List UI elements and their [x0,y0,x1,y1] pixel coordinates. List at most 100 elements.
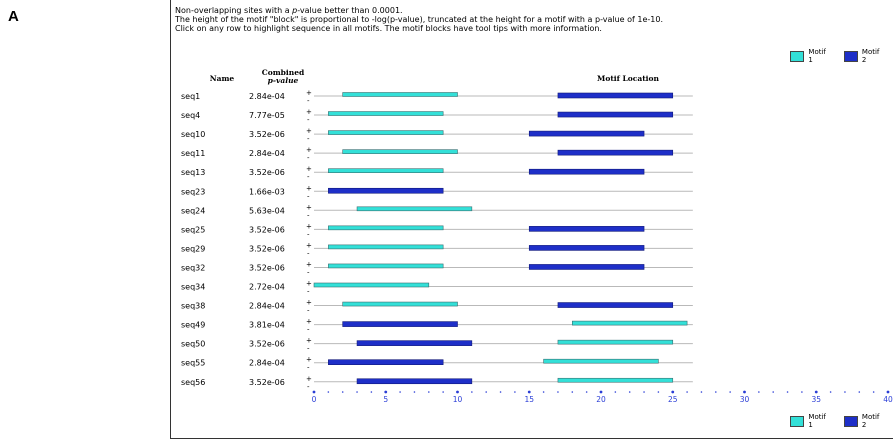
x-tick-minor [844,391,846,393]
sequence-row[interactable]: seq29 3.52e-06 +- [181,241,693,257]
motif-2-block[interactable] [557,111,674,118]
x-tick-minor [341,391,344,393]
motif-2-block[interactable] [557,149,674,156]
legend-swatch-motif-1 [790,415,805,427]
legend-swatch-motif-2 [843,50,858,62]
strand-minus: - [307,116,310,124]
sequence-row[interactable]: seq25 3.52e-06 +- [181,222,693,238]
sequence-name: seq34 [181,283,205,292]
motif-1-block[interactable] [571,320,688,326]
motif-1-block[interactable] [342,301,458,307]
sequence-name: seq23 [181,187,205,196]
header-combined: Combined [262,68,305,77]
sequence-row[interactable]: seq55 2.84e-04 +- [181,356,693,372]
motif-2-block[interactable] [328,187,444,194]
strand-plus: + [306,375,312,383]
strand-plus: + [306,337,312,345]
motif-2-block[interactable] [528,245,645,251]
x-tick-minor [428,391,430,393]
strand-minus: - [307,230,310,238]
notes: Non-overlapping sites with a p-value bet… [175,6,875,33]
sequence-name: seq50 [181,340,205,349]
x-tick-major [814,390,818,394]
motif-2-block[interactable] [328,359,444,366]
sequence-name: seq4 [181,111,200,120]
sequence-pvalue: 3.52e-06 [249,263,285,272]
x-tick-minor [657,391,660,393]
motif-1-block[interactable] [328,225,444,231]
x-tick-minor [442,391,444,393]
strand-minus: - [307,211,310,219]
strand-minus: - [307,135,310,143]
x-tick-minor [413,391,416,393]
strand-plus: + [306,318,312,326]
motif-2-block[interactable] [557,92,674,99]
motif-1-block[interactable] [543,358,659,364]
x-tick-label: 15 [524,395,534,404]
strand-minus: - [307,97,310,105]
x-tick-minor [772,391,774,393]
strand-plus: + [306,260,312,268]
motif-1-block[interactable] [328,244,444,250]
x-tick-minor [571,391,574,393]
x-tick-major [527,390,531,394]
sequence-row[interactable]: seq56 3.52e-06 +- [181,375,693,391]
sequence-row[interactable]: seq10 3.52e-06 +- [181,127,693,143]
motif-1-block[interactable] [328,111,444,116]
x-tick-minor [542,391,545,393]
x-tick-major [743,390,746,394]
sequence-name: seq1 [181,92,200,101]
legend-label-motif-2: Motif 2 [861,413,880,429]
motif-1-block[interactable] [342,149,458,154]
legend-label-motif-1: Motif 1 [808,413,826,429]
sequence-row[interactable]: seq4 7.77e-05 +- [181,108,693,124]
motif-1-block[interactable] [557,377,674,383]
motif-2-block[interactable] [528,226,645,232]
sequence-row[interactable]: seq49 3.81e-04 +- [181,318,693,334]
x-tick-minor [686,391,688,393]
sequence-name: seq49 [181,321,205,330]
x-tick-minor [499,391,502,393]
sequence-pvalue: 2.84e-04 [249,92,285,101]
motif-1-block[interactable] [328,168,444,173]
motif-2-block[interactable] [528,130,645,137]
motif-1-block[interactable] [356,206,473,212]
sequence-row[interactable]: seq38 2.84e-04 +- [181,299,693,315]
sequence-pvalue: 3.52e-06 [249,130,285,139]
motif-2-block[interactable] [528,168,645,175]
motif-2-block[interactable] [342,321,458,327]
motif-1-block[interactable] [342,92,458,97]
motif-2-block[interactable] [356,340,473,346]
note-line-1-post: -value better than 0.0001. [297,6,403,15]
sequence-row[interactable]: seq11 2.84e-04 +- [181,146,693,162]
sequence-name: seq11 [181,149,205,158]
x-tick-minor [700,391,703,393]
motif-1-block[interactable] [557,339,674,345]
sequence-row[interactable]: seq1 2.84e-04 +- [181,89,693,105]
sequence-row[interactable]: seq34 2.72e-04 +- [181,280,693,296]
motif-2-block[interactable] [356,378,473,385]
sequence-row[interactable]: seq32 3.52e-06 +- [181,260,693,276]
sequence-row[interactable]: seq13 3.52e-06 +- [181,165,693,181]
sequence-row[interactable]: seq23 1.66e-03 +- [181,184,693,200]
strand-plus: + [306,127,312,135]
x-tick-minor [399,391,401,393]
x-tick-minor [715,391,717,393]
x-tick-label: 10 [453,395,463,404]
x-tick-minor [356,391,358,393]
sequence-pvalue: 2.84e-04 [249,149,285,158]
sequence-row[interactable]: seq50 3.52e-06 +- [181,337,693,353]
sequence-row[interactable]: seq24 5.63e-04 +- [181,203,693,219]
x-tick-minor [729,391,731,393]
x-tick-minor [829,391,832,393]
motif-1-block[interactable] [313,282,430,288]
x-tick-major [312,390,316,394]
motif-2-block[interactable] [528,264,645,270]
header-pvalue: p-value [268,76,299,85]
strand-plus: + [306,184,312,192]
note-line-1-italic: p [292,6,298,15]
legend-label-motif-1: Motif 1 [808,48,826,64]
motif-2-block[interactable] [557,302,674,308]
motif-1-block[interactable] [328,263,444,269]
motif-1-block[interactable] [328,130,444,135]
